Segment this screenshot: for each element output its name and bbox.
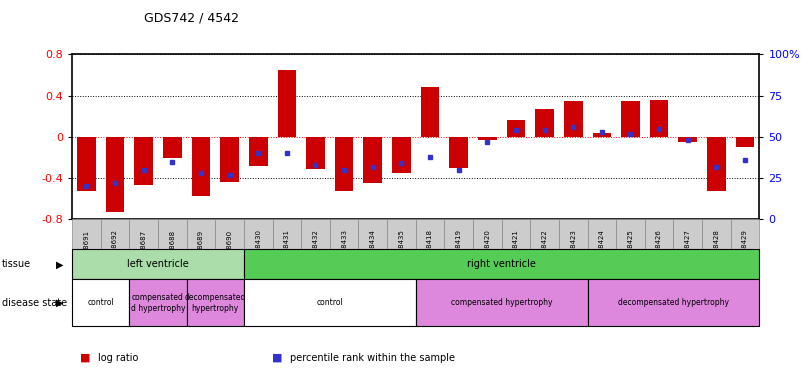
Text: GSM28691: GSM28691 — [83, 230, 90, 267]
Bar — [616, 219, 645, 278]
Bar — [622, 101, 640, 137]
Text: GSM28427: GSM28427 — [685, 230, 690, 267]
Text: disease state: disease state — [2, 298, 66, 308]
Text: GSM28688: GSM28688 — [169, 230, 175, 267]
Text: GSM28419: GSM28419 — [456, 230, 461, 267]
Bar — [445, 219, 473, 278]
Bar — [249, 137, 268, 166]
Bar — [702, 219, 731, 278]
Text: ▶: ▶ — [55, 260, 63, 269]
Text: GSM28434: GSM28434 — [370, 230, 376, 267]
Bar — [72, 249, 244, 279]
Text: percentile rank within the sample: percentile rank within the sample — [290, 353, 455, 363]
Text: GSM28426: GSM28426 — [656, 230, 662, 267]
Text: GSM28418: GSM28418 — [427, 230, 433, 267]
Text: GSM28424: GSM28424 — [599, 230, 605, 267]
Bar — [707, 137, 726, 190]
Text: GSM28433: GSM28433 — [341, 230, 347, 267]
Bar — [191, 137, 210, 196]
Text: compensated hypertrophy: compensated hypertrophy — [451, 298, 553, 307]
Bar — [587, 279, 759, 326]
Text: compensated
d hypertrophy: compensated d hypertrophy — [131, 293, 185, 312]
Bar — [587, 219, 616, 278]
Bar — [220, 137, 239, 182]
Bar — [507, 120, 525, 137]
Text: ■: ■ — [80, 353, 91, 363]
Bar — [416, 279, 587, 326]
Bar — [473, 219, 501, 278]
Bar — [77, 137, 95, 190]
Bar — [358, 219, 387, 278]
Bar — [244, 279, 416, 326]
Bar — [187, 279, 244, 326]
Text: tissue: tissue — [2, 260, 30, 269]
Text: GSM28432: GSM28432 — [312, 230, 319, 267]
Bar — [530, 219, 559, 278]
Text: GSM28689: GSM28689 — [198, 230, 204, 267]
Bar — [101, 219, 130, 278]
Text: decompensated
hypertrophy: decompensated hypertrophy — [184, 293, 246, 312]
Bar — [106, 137, 124, 212]
Bar — [306, 137, 324, 169]
Text: GSM28435: GSM28435 — [398, 230, 405, 267]
Bar — [449, 137, 468, 168]
Bar — [392, 137, 411, 173]
Text: GSM28431: GSM28431 — [284, 230, 290, 267]
Bar — [301, 219, 330, 278]
Text: log ratio: log ratio — [98, 353, 138, 363]
Text: right ventricle: right ventricle — [467, 260, 536, 269]
Bar — [478, 137, 497, 140]
Text: GSM28430: GSM28430 — [256, 230, 261, 267]
Bar — [129, 219, 158, 278]
Text: GSM28690: GSM28690 — [227, 230, 232, 267]
Bar — [650, 100, 668, 137]
Bar — [244, 219, 272, 278]
Text: GDS742 / 4542: GDS742 / 4542 — [144, 11, 239, 24]
Text: GSM28687: GSM28687 — [141, 230, 147, 267]
Bar — [678, 137, 697, 142]
Bar — [731, 219, 759, 278]
Bar — [535, 109, 553, 137]
Bar — [278, 70, 296, 137]
Bar — [330, 219, 358, 278]
Text: GSM28422: GSM28422 — [541, 230, 548, 267]
Text: GSM28692: GSM28692 — [112, 230, 118, 267]
Bar — [129, 279, 187, 326]
Text: left ventricle: left ventricle — [127, 260, 189, 269]
Bar — [215, 219, 244, 278]
Bar — [559, 219, 588, 278]
Text: ▶: ▶ — [55, 298, 63, 308]
Text: GSM28429: GSM28429 — [742, 230, 748, 267]
Bar — [593, 133, 611, 137]
Bar — [416, 219, 445, 278]
Bar — [564, 101, 582, 137]
Text: GSM28425: GSM28425 — [627, 230, 634, 267]
Bar — [158, 219, 187, 278]
Text: GSM28428: GSM28428 — [714, 230, 719, 267]
Bar — [163, 137, 182, 158]
Bar — [72, 279, 129, 326]
Text: control: control — [87, 298, 114, 307]
Text: decompensated hypertrophy: decompensated hypertrophy — [618, 298, 729, 307]
Bar — [674, 219, 702, 278]
Bar — [364, 137, 382, 183]
Bar — [335, 137, 353, 190]
Bar — [72, 219, 101, 278]
Text: GSM28421: GSM28421 — [513, 230, 519, 267]
Bar — [421, 87, 439, 137]
Bar — [387, 219, 416, 278]
Text: GSM28420: GSM28420 — [485, 230, 490, 267]
Bar — [135, 137, 153, 185]
Bar — [501, 219, 530, 278]
Text: ■: ■ — [272, 353, 283, 363]
Text: control: control — [316, 298, 343, 307]
Bar — [187, 219, 215, 278]
Bar — [244, 249, 759, 279]
Text: GSM28423: GSM28423 — [570, 230, 576, 267]
Bar — [736, 137, 755, 147]
Bar — [272, 219, 301, 278]
Bar — [645, 219, 674, 278]
